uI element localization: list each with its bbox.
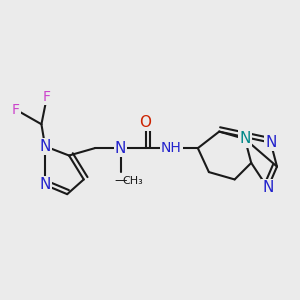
Text: NH: NH (161, 141, 182, 155)
Text: N: N (115, 141, 126, 156)
Text: F: F (12, 103, 20, 116)
Text: CH₃: CH₃ (122, 176, 143, 187)
Text: —: — (114, 174, 127, 187)
Text: O: O (140, 115, 152, 130)
Text: F: F (43, 90, 51, 104)
Text: N: N (262, 180, 274, 195)
Text: N: N (39, 139, 51, 154)
Text: N: N (239, 131, 250, 146)
Text: N: N (39, 178, 51, 193)
Text: N: N (265, 135, 276, 150)
